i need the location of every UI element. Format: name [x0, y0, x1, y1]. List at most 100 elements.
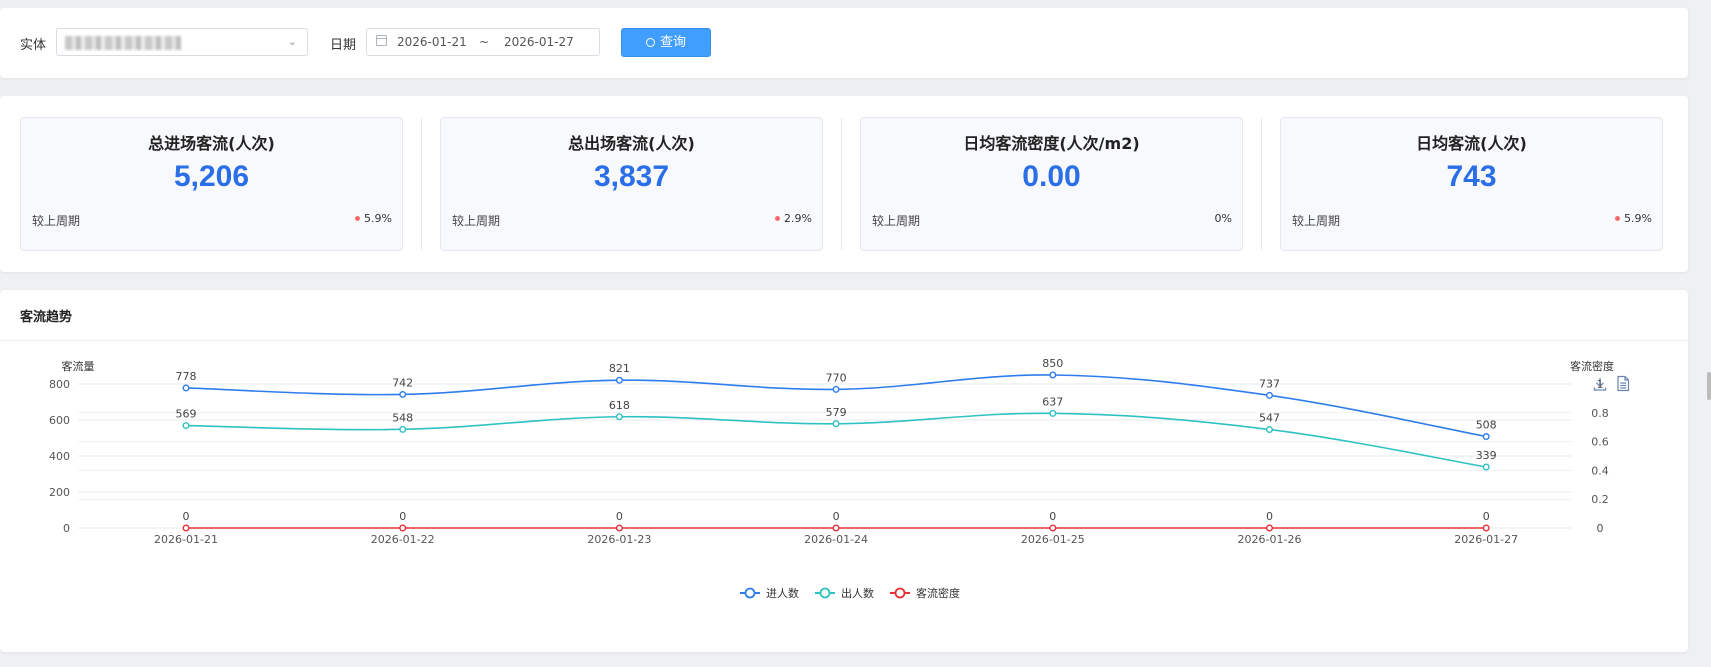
y-right-tick-label: 0.4 — [1591, 464, 1609, 477]
panel-title: 客流趋势 — [20, 310, 73, 325]
y-axis-label: 客流量 — [62, 359, 95, 373]
y-right-tick-label: 0.2 — [1591, 493, 1609, 506]
y-tick-label: 600 — [49, 414, 70, 427]
data-label: 548 — [392, 411, 413, 424]
divider — [1261, 118, 1262, 250]
data-label: 0 — [616, 510, 623, 523]
trend-dot-icon — [775, 216, 781, 221]
stat-card-density: 日均客流密度(人次/m2) 0.00 较上周期 0% — [860, 117, 1243, 251]
query-button-label: 查询 — [659, 35, 686, 50]
stat-card-total-out: 总出场客流(人次) 3,837 较上周期 2.9% — [440, 117, 823, 251]
data-label: 508 — [1476, 419, 1497, 432]
data-point — [182, 524, 190, 532]
download-icon[interactable] — [1592, 376, 1608, 392]
stat-value: 5,206 — [173, 160, 250, 193]
date-range-picker[interactable]: 2026-01-21 ~ 2026-01-27 — [366, 28, 600, 56]
entity-value-redacted — [65, 36, 181, 50]
legend-label: 出人数 — [841, 586, 874, 600]
y-tick-label: 400 — [49, 450, 70, 463]
stat-compare-label: 较上周期 — [452, 214, 501, 228]
data-label: 0 — [1483, 510, 1490, 523]
date-label: 日期 — [330, 38, 357, 53]
data-label: 737 — [1259, 377, 1280, 390]
legend-marker — [819, 587, 831, 599]
y-right-tick-label: 0.8 — [1591, 407, 1609, 420]
data-label: 0 — [183, 510, 190, 523]
trend-dot-icon — [1615, 216, 1621, 221]
scrollbar-handle[interactable] — [1707, 372, 1711, 400]
trend-panel: 客流趋势 0 200 400 600 800 0 0.2 0.4 0.6 0.8 1 客流量 客流密度 2… — [0, 290, 1688, 652]
data-label: 742 — [392, 376, 413, 389]
data-label: 770 — [826, 371, 847, 384]
stat-value: 3,837 — [593, 160, 670, 193]
legend-marker — [894, 587, 906, 599]
divider — [841, 118, 842, 250]
y-right-tick-label: 0.6 — [1591, 436, 1609, 449]
x-tick-label: 2026-01-26 — [1238, 533, 1302, 546]
divider — [0, 340, 1688, 341]
data-label: 579 — [826, 406, 847, 419]
trend-dot-icon — [355, 216, 361, 221]
data-label: 0 — [1049, 510, 1056, 523]
data-label: 0 — [399, 510, 406, 523]
stat-change: 2.9% — [775, 212, 812, 225]
entity-label: 实体 — [20, 38, 47, 53]
stat-change-value: 0% — [1214, 212, 1232, 225]
data-label: 547 — [1259, 412, 1280, 425]
divider — [421, 118, 422, 250]
stat-compare-label: 较上周期 — [1292, 214, 1341, 228]
stat-card-daily-avg: 日均客流(人次) 743 较上周期 5.9% — [1280, 117, 1663, 251]
stat-compare-label: 较上周期 — [872, 214, 921, 228]
search-icon — [645, 38, 655, 47]
stat-title: 日均客流(人次) — [1416, 134, 1527, 153]
y-tick-label: 0 — [63, 522, 70, 535]
stat-compare-label: 较上周期 — [32, 214, 81, 228]
x-tick-label: 2026-01-24 — [804, 533, 868, 546]
x-tick-label: 2026-01-25 — [1021, 533, 1085, 546]
entity-select[interactable]: ⌄ — [56, 28, 308, 56]
stats-panel: 总进场客流(人次) 5,206 较上周期 5.9% 总出场客流(人次) 3,83… — [0, 96, 1688, 272]
data-point — [1049, 371, 1057, 379]
data-point — [615, 524, 623, 532]
x-tick-label: 2026-01-22 — [371, 533, 435, 546]
data-point — [182, 384, 190, 392]
data-point — [1049, 524, 1057, 532]
y-tick-label: 800 — [49, 378, 70, 391]
legend-marker — [744, 587, 756, 599]
y-tick-label: 200 — [49, 486, 70, 499]
stat-change-value: 5.9% — [1624, 212, 1652, 225]
x-tick-label: 2026-01-21 — [154, 533, 218, 546]
stat-title: 日均客流密度(人次/m2) — [963, 134, 1140, 153]
data-label: 618 — [609, 399, 630, 412]
chevron-down-icon: ⌄ — [287, 35, 297, 48]
data-point — [615, 376, 623, 384]
data-label: 0 — [1266, 510, 1273, 523]
stat-card-total-in: 总进场客流(人次) 5,206 较上周期 5.9% — [20, 117, 403, 251]
data-point — [832, 385, 840, 393]
data-point — [1482, 433, 1490, 441]
stat-change-value: 2.9% — [784, 212, 812, 225]
stat-change: 0% — [1215, 212, 1232, 225]
data-label: 821 — [609, 362, 630, 375]
stat-value: 0.00 — [1022, 160, 1081, 193]
data-label: 569 — [176, 408, 197, 421]
data-point — [182, 422, 190, 430]
y-right-tick-label: 1 — [1597, 378, 1604, 391]
data-point — [1265, 391, 1273, 399]
x-tick-label: 2026-01-23 — [587, 533, 651, 546]
data-label: 0 — [833, 510, 840, 523]
legend-label: 进人数 — [766, 587, 799, 600]
date-start[interactable]: 2026-01-21 — [397, 35, 467, 49]
data-point — [1482, 524, 1490, 532]
date-end[interactable]: 2026-01-27 — [504, 35, 574, 49]
data-label: 850 — [1042, 357, 1063, 370]
calendar-icon — [376, 35, 387, 46]
data-point — [615, 413, 623, 421]
y-right-tick-label: 0 — [1597, 522, 1604, 535]
document-icon[interactable] — [1616, 375, 1630, 392]
data-label: 339 — [1476, 449, 1497, 462]
query-button[interactable]: 查询 — [621, 28, 711, 57]
stat-change-value: 5.9% — [364, 212, 392, 225]
data-point — [1482, 463, 1490, 471]
